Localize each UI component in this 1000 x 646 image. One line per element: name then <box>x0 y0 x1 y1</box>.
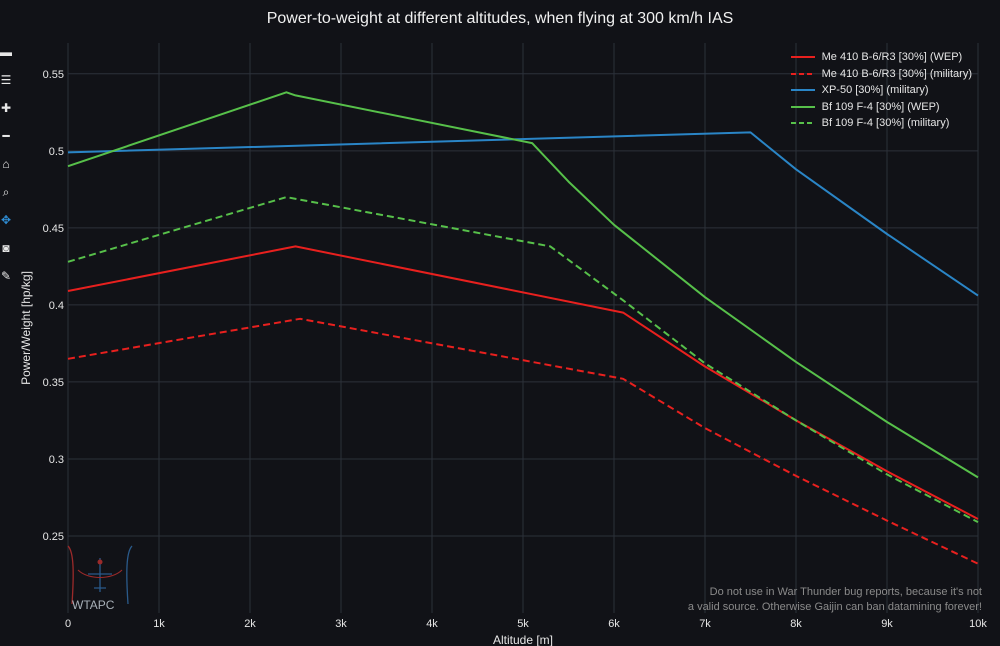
y-tick-label: 0.25 <box>43 531 64 543</box>
x-tick-label: 7k <box>699 618 711 630</box>
y-tick-label: 0.5 <box>49 146 64 158</box>
y-tick-label: 0.55 <box>43 69 64 81</box>
x-tick-label: 8k <box>790 618 802 630</box>
legend-swatch <box>790 56 815 59</box>
axis-layer: 0 1k 2k 3k 4k 5k 6k 7k 8k 9k 10k 0.25 0.3 0.35 0.4 0.45… <box>43 69 988 630</box>
chart-title: Power-to-weight at different altitudes, … <box>266 10 734 27</box>
watermark-line-1: Do not use in War Thunder bug reports, b… <box>709 586 982 598</box>
legend-item[interactable]: Bf 109 F-4 [30%] (WEP) <box>790 99 972 116</box>
camera-icon[interactable]: ◙ <box>2 241 10 255</box>
modebar: ▬ ☰ ✚ ━ ⌂ ⌕ ✥ ◙ ✎ <box>0 46 14 298</box>
legend-label: Bf 109 F-4 [30%] (WEP) <box>821 100 940 113</box>
series-line[interactable] <box>67 317 979 565</box>
x-tick-label: 3k <box>335 618 347 630</box>
watermark-line-2: a valid source. Otherwise Gaijin can ban… <box>687 601 982 613</box>
grid-layer <box>67 43 979 613</box>
x-tick-label: 2k <box>244 618 256 630</box>
x-tick-label: 1k <box>153 618 165 630</box>
x-axis-title: Altitude [m] <box>493 633 553 646</box>
series-line[interactable] <box>67 131 979 297</box>
x-tick-label: 4k <box>426 618 438 630</box>
y-tick-label: 0.4 <box>49 300 64 312</box>
legend-label: Bf 109 F-4 [30%] (military) <box>821 117 950 130</box>
legend-swatch <box>790 89 815 92</box>
series-layer <box>67 91 979 565</box>
legend-label: Me 410 B-6/R3 [30%] (military) <box>821 67 972 80</box>
legend: Me 410 B-6/R3 [30%] (WEP) Me 410 B-6/R3 [… <box>790 49 972 132</box>
zoom-icon[interactable]: ⌕ <box>2 185 10 199</box>
series-line[interactable] <box>67 196 979 523</box>
logo-icon <box>67 545 133 605</box>
y-axis-title: Power/Weight [hp/kg] <box>19 271 33 385</box>
legend-item[interactable]: XP-50 [30%] (military) <box>790 82 972 99</box>
legend-item[interactable]: Me 410 B-6/R3 [30%] (military) <box>790 66 972 83</box>
x-tick-label: 10k <box>969 618 987 630</box>
series-line[interactable] <box>67 245 979 520</box>
pencil-icon[interactable]: ✎ <box>0 269 12 283</box>
y-tick-label: 0.35 <box>43 377 64 389</box>
x-tick-label: 0 <box>65 618 71 630</box>
y-tick-label: 0.3 <box>49 454 64 466</box>
download-plot-icon[interactable]: ▬ <box>0 45 12 59</box>
legend-swatch <box>790 72 815 75</box>
legend-label: Me 410 B-6/R3 [30%] (WEP) <box>821 51 963 64</box>
series-line[interactable] <box>67 91 979 479</box>
reset-axes-icon[interactable]: ⌂ <box>2 157 10 171</box>
legend-swatch <box>790 105 815 108</box>
watermark: Do not use in War Thunder bug reports, b… <box>688 585 982 615</box>
legend-swatch <box>790 122 815 125</box>
x-tick-label: 5k <box>517 618 529 630</box>
compare-data-icon[interactable]: ☰ <box>0 73 12 87</box>
legend-label: XP-50 [30%] (military) <box>821 84 929 97</box>
legend-item[interactable]: Me 410 B-6/R3 [30%] (WEP) <box>790 49 972 66</box>
logo-text: WTAPC <box>72 598 115 612</box>
y-tick-label: 0.45 <box>43 223 64 235</box>
x-tick-label: 9k <box>881 618 893 630</box>
pan-icon[interactable]: ✥ <box>0 213 12 227</box>
legend-item[interactable]: Bf 109 F-4 [30%] (military) <box>790 115 972 132</box>
zoom-in-icon[interactable]: ✚ <box>0 101 12 115</box>
zoom-out-icon[interactable]: ━ <box>2 129 10 143</box>
x-tick-label: 6k <box>608 618 620 630</box>
